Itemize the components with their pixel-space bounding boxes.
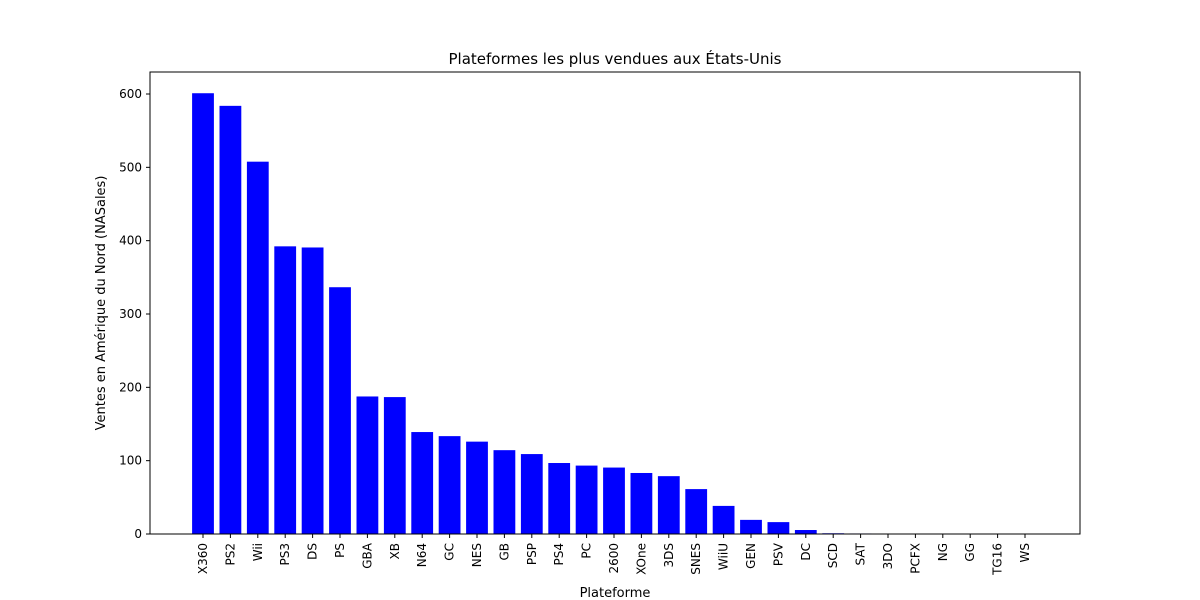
y-tick-label: 100 bbox=[119, 454, 142, 468]
bar-xb bbox=[383, 397, 406, 534]
x-tick-label: PC bbox=[580, 543, 594, 559]
x-tick-label: 2600 bbox=[607, 543, 621, 574]
bar-psp bbox=[520, 454, 543, 534]
bar-gb bbox=[493, 450, 516, 534]
x-tick-label: WS bbox=[1018, 543, 1032, 562]
x-tick-label: NG bbox=[936, 543, 950, 561]
y-tick-label: 0 bbox=[134, 527, 142, 541]
bar-wiiu bbox=[712, 505, 735, 534]
x-tick-label: PS3 bbox=[278, 543, 292, 566]
bar-pc bbox=[575, 465, 598, 534]
bar-nes bbox=[466, 441, 488, 534]
x-tick-label: PS2 bbox=[223, 543, 237, 566]
y-tick-label: 200 bbox=[119, 380, 142, 394]
bar-gc bbox=[438, 436, 461, 534]
bar-gba bbox=[356, 396, 379, 534]
x-tick-label: GBA bbox=[360, 542, 374, 569]
x-tick-label: GC bbox=[443, 543, 457, 561]
x-tick-label: Wii bbox=[251, 543, 265, 561]
x-tick-label: GB bbox=[497, 543, 511, 561]
bar-3ds bbox=[657, 476, 680, 534]
x-tick-label: PS bbox=[333, 543, 347, 558]
x-tick-label: X360 bbox=[196, 543, 210, 574]
x-tick-label: SAT bbox=[854, 542, 868, 565]
bar-2600 bbox=[603, 467, 625, 534]
x-tick-label: PCFX bbox=[908, 543, 922, 574]
x-tick-label: WiiU bbox=[717, 543, 731, 570]
bar-ps2 bbox=[219, 105, 242, 534]
bar-psv bbox=[767, 522, 790, 534]
y-tick-label: 400 bbox=[119, 234, 142, 248]
x-tick-label: PS4 bbox=[552, 543, 566, 566]
x-tick-label: NES bbox=[470, 543, 484, 567]
x-axis: X360 PS2 Wii PS3 DS PS GBA XB N64 GC NES GB PSP PS4 PC… bbox=[196, 534, 1032, 576]
bar-ps4 bbox=[548, 463, 571, 534]
bar-x360 bbox=[192, 93, 214, 534]
x-tick-label: SNES bbox=[689, 543, 703, 575]
x-tick-label: 3DO bbox=[881, 543, 895, 569]
bar-ds bbox=[301, 247, 324, 535]
bar-snes bbox=[685, 489, 708, 534]
bar-ps bbox=[329, 287, 351, 534]
bar-n64 bbox=[411, 432, 434, 534]
y-axis-label: Ventes en Amérique du Nord (NASales) bbox=[94, 176, 109, 431]
chart-title: Plateformes les plus vendues aux États-U… bbox=[449, 49, 782, 68]
y-tick-label: 600 bbox=[119, 87, 142, 101]
x-tick-label: SCD bbox=[826, 543, 840, 568]
y-axis: 0 100 200 300 400 500 600 bbox=[119, 87, 150, 541]
x-tick-label: DS bbox=[306, 543, 320, 560]
x-tick-label: XOne bbox=[634, 543, 648, 575]
x-tick-label: DC bbox=[799, 543, 813, 561]
bar-ps3 bbox=[274, 246, 297, 534]
x-tick-label: GG bbox=[963, 543, 977, 562]
bar-wii bbox=[246, 161, 269, 534]
x-tick-label: PSP bbox=[525, 543, 539, 565]
x-tick-label: N64 bbox=[415, 543, 429, 567]
x-tick-label: PSV bbox=[771, 542, 785, 566]
x-tick-label: XB bbox=[388, 543, 402, 559]
x-tick-label: TG16 bbox=[991, 543, 1005, 576]
bars-group bbox=[192, 93, 872, 535]
x-axis-label: Plateforme bbox=[580, 586, 651, 600]
y-tick-label: 500 bbox=[119, 160, 142, 174]
bar-gen bbox=[740, 519, 762, 534]
y-tick-label: 300 bbox=[119, 307, 142, 321]
plot-frame bbox=[149, 71, 1081, 535]
x-tick-label: 3DS bbox=[662, 543, 676, 568]
x-tick-label: GEN bbox=[744, 543, 758, 569]
bar-dc bbox=[794, 530, 817, 534]
bar-xone bbox=[630, 472, 653, 534]
